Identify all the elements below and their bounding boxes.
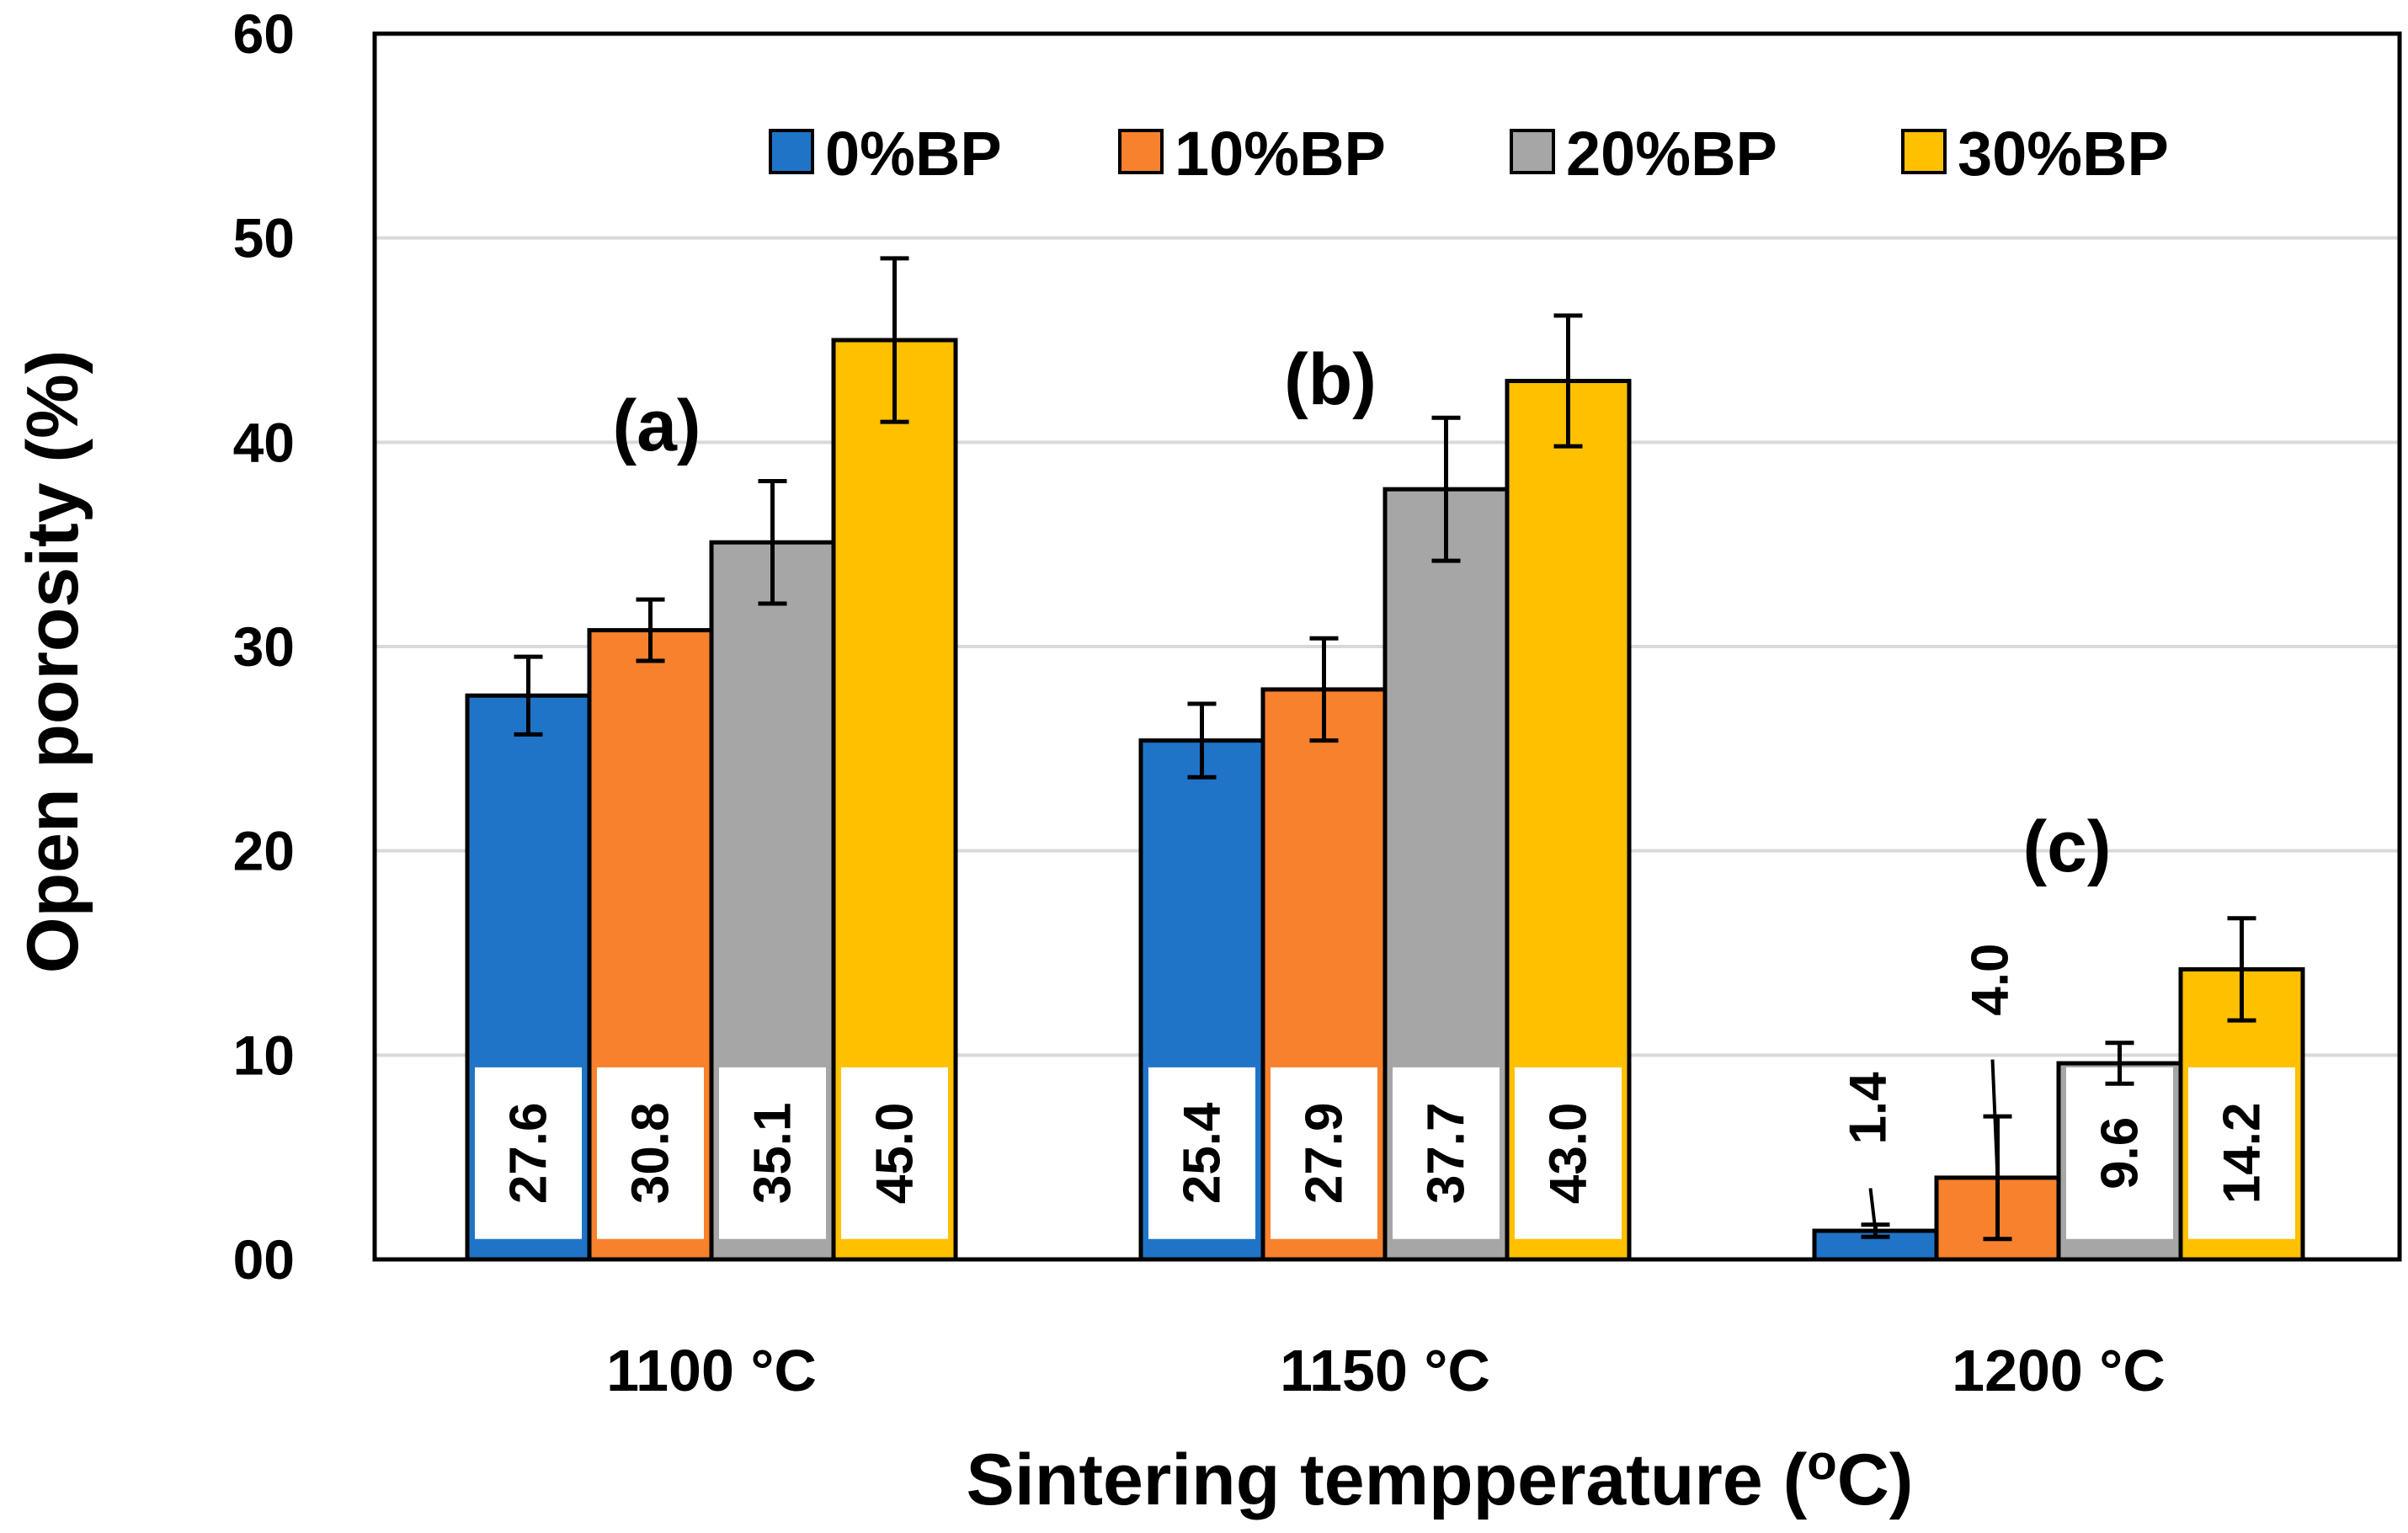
x-tick-label-0: 1100 °C xyxy=(606,1338,817,1403)
plot-area-border xyxy=(372,31,2402,1262)
panel-annotation-0: (a) xyxy=(612,386,701,466)
data-label-20%BP-0: 35.1 xyxy=(744,1102,802,1204)
legend-label-30%BP: 30%BP xyxy=(1958,119,2169,189)
axes: Open porosity (%) Sintering tempperature… xyxy=(13,3,2166,1520)
legend-label-0%BP: 0%BP xyxy=(825,119,1002,189)
x-axis-title-superscript: o xyxy=(1807,1435,1836,1490)
data-label-30%BP-1: 43.0 xyxy=(1540,1102,1598,1204)
data-label-box-10%BP-1 xyxy=(1271,1067,1377,1239)
error-bars xyxy=(514,256,2256,1242)
y-tick-label-40: 40 xyxy=(233,411,295,473)
legend-swatch-30%BP xyxy=(1901,129,1947,174)
x-axis-title-suffix: C) xyxy=(1837,1440,1914,1520)
panel-annotation-2: (c) xyxy=(2022,806,2111,887)
data-label-box-20%BP-2 xyxy=(2066,1067,2173,1239)
y-tick-label-0: 00 xyxy=(233,1228,295,1291)
legend-label-10%BP: 10%BP xyxy=(1175,119,1386,189)
data-label-10%BP-1: 27.9 xyxy=(1296,1102,1354,1204)
x-tick-label-1: 1150 °C xyxy=(1280,1338,1490,1403)
data-label-10%BP-2: 4.0 xyxy=(1962,943,2020,1015)
panel-annotation-1: (b) xyxy=(1284,339,1377,420)
y-tick-label-30: 30 xyxy=(233,615,295,678)
data-label-0%BP-2: 1.4 xyxy=(1840,1072,1898,1145)
legend-swatch-10%BP xyxy=(1118,129,1164,174)
legend-swatch-0%BP xyxy=(769,129,814,174)
x-tick-label-2: 1200 °C xyxy=(1952,1338,2166,1403)
y-tick-label-60: 60 xyxy=(233,3,295,65)
panel-annotations: (a) (b) (c) xyxy=(612,339,2111,887)
data-label-box-10%BP-0 xyxy=(597,1067,704,1239)
legend-label-20%BP: 20%BP xyxy=(1566,119,1777,189)
plot-frame xyxy=(372,31,2402,1262)
y-tick-label-20: 20 xyxy=(233,820,295,882)
x-axis-title: Sintering tempperature (oC) xyxy=(967,1435,1914,1520)
data-label-0%BP-1: 25.4 xyxy=(1174,1102,1232,1204)
data-label-30%BP-0: 45.0 xyxy=(866,1102,924,1204)
y-tick-label-10: 10 xyxy=(233,1024,295,1086)
x-axis-title-main: Sintering tempperature ( xyxy=(967,1440,1808,1520)
y-axis-title: Open porosity (%) xyxy=(13,350,93,974)
legend-swatch-20%BP xyxy=(1510,129,1555,174)
data-label-box-20%BP-1 xyxy=(1393,1067,1500,1239)
data-label-20%BP-2: 9.6 xyxy=(2091,1117,2150,1190)
data-label-box-20%BP-0 xyxy=(719,1067,826,1239)
data-label-box-0%BP-1 xyxy=(1148,1067,1255,1239)
data-labels: 27.6 30.8 35.1 45.0 25.4 27.9 37.7 43.0 1.4 4.0 9.… xyxy=(475,943,2295,1239)
data-label-box-0%BP-0 xyxy=(475,1067,582,1239)
data-label-20%BP-1: 37.7 xyxy=(1418,1102,1476,1204)
data-label-10%BP-0: 30.8 xyxy=(622,1102,680,1204)
data-label-box-30%BP-0 xyxy=(841,1067,948,1239)
legend: 0%BP 10%BP 20%BP 30%BP xyxy=(769,119,2169,189)
y-tick-label-50: 50 xyxy=(233,207,295,269)
data-label-box-30%BP-1 xyxy=(1515,1067,1622,1239)
data-label-0%BP-0: 27.6 xyxy=(500,1102,558,1204)
data-label-30%BP-2: 14.2 xyxy=(2214,1102,2272,1204)
data-label-box-30%BP-2 xyxy=(2188,1067,2295,1239)
